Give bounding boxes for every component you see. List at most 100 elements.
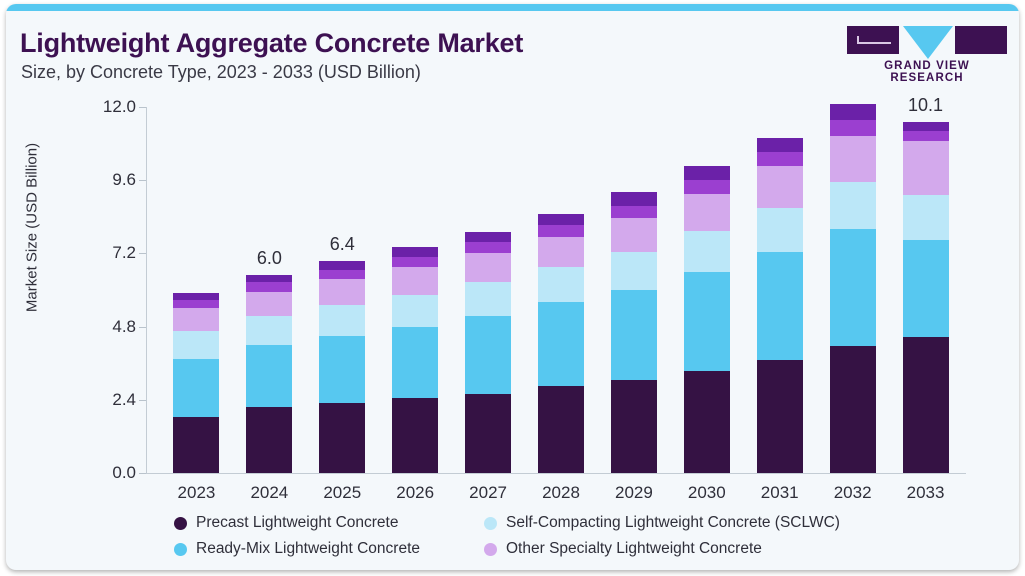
bar-segment[interactable]: [538, 213, 584, 226]
bar-stack[interactable]: [392, 247, 439, 473]
bar-segment[interactable]: [683, 193, 730, 231]
bar-stack[interactable]: [538, 213, 584, 473]
bar-segment[interactable]: [829, 181, 876, 229]
bar-segment[interactable]: [173, 293, 220, 300]
bar-segment[interactable]: [538, 225, 584, 237]
bar-segment[interactable]: [829, 103, 876, 121]
bar-segment[interactable]: [246, 274, 293, 283]
bar-segment[interactable]: [319, 305, 366, 336]
bar-segment[interactable]: [319, 402, 366, 473]
bar-segment[interactable]: [392, 294, 439, 327]
bar-segment[interactable]: [392, 256, 439, 268]
bar-segment[interactable]: [538, 386, 584, 473]
legend-label: Other Specialty Lightweight Concrete: [506, 540, 762, 557]
bar-segment[interactable]: [683, 230, 730, 272]
bar-segment[interactable]: [683, 166, 730, 181]
brand-logo: GRAND VIEW RESEARCH: [847, 26, 1007, 84]
bar-segment[interactable]: [610, 205, 657, 219]
bar-segment[interactable]: [173, 299, 220, 309]
y-axis-tick-mark: [139, 326, 146, 328]
bar-segment[interactable]: [756, 137, 803, 152]
bar-stack[interactable]: [829, 103, 876, 473]
bar-segment[interactable]: [829, 120, 876, 136]
bar-segment[interactable]: [319, 269, 366, 280]
legend-item[interactable]: Ready-Mix Lightweight Concrete: [174, 540, 420, 558]
bar-segment[interactable]: [465, 232, 512, 243]
bar-segment[interactable]: [246, 282, 293, 292]
bar-segment[interactable]: [902, 141, 949, 196]
bar-segment[interactable]: [465, 282, 512, 316]
legend-swatch-icon: [484, 516, 497, 530]
bar-segment[interactable]: [610, 251, 657, 290]
legend-swatch-icon: [484, 542, 497, 556]
y-axis-tick-mark: [139, 399, 146, 401]
bar-stack[interactable]: [902, 122, 949, 473]
y-axis-tick-label: 2.4: [112, 389, 136, 409]
bar-segment[interactable]: [538, 302, 584, 387]
y-axis-tick-label: 9.6: [112, 170, 136, 190]
y-axis-label: Market Size (USD Billion): [23, 142, 41, 313]
bar-segment[interactable]: [829, 346, 876, 473]
bar-segment[interactable]: [392, 267, 439, 295]
bar-segment[interactable]: [173, 308, 220, 332]
bar-segment[interactable]: [756, 151, 803, 167]
bar-segment[interactable]: [610, 192, 657, 206]
bar-segment[interactable]: [829, 135, 876, 182]
bar-segment[interactable]: [246, 407, 293, 473]
bar-segment[interactable]: [319, 279, 366, 306]
legend-swatch-icon: [174, 542, 187, 556]
legend-item[interactable]: Precast Lightweight Concrete: [174, 514, 398, 532]
bar-segment[interactable]: [465, 315, 512, 394]
legend-item[interactable]: Other Specialty Lightweight Concrete: [484, 540, 762, 558]
bar-stack[interactable]: [610, 192, 657, 473]
legend-label: Self-Compacting Lightweight Concrete (SC…: [506, 514, 840, 531]
bar-segment[interactable]: [465, 253, 512, 283]
legend-item[interactable]: Self-Compacting Lightweight Concrete (SC…: [484, 514, 840, 532]
bar-stack[interactable]: [683, 166, 730, 473]
bar-segment[interactable]: [538, 236, 584, 268]
bar-segment[interactable]: [902, 195, 949, 240]
bar-segment[interactable]: [246, 344, 293, 408]
bar-segment[interactable]: [902, 239, 949, 338]
bar-segment[interactable]: [683, 271, 730, 371]
bar-stack[interactable]: [319, 261, 366, 473]
bar-segment[interactable]: [610, 218, 657, 252]
bar-stack[interactable]: [246, 274, 293, 473]
bar-segment[interactable]: [392, 247, 439, 257]
bar-segment[interactable]: [610, 379, 657, 473]
bar-segment[interactable]: [173, 358, 220, 417]
bar-segment[interactable]: [829, 228, 876, 347]
bar-segment[interactable]: [319, 335, 366, 403]
bar-segment[interactable]: [756, 207, 803, 252]
bar-segment[interactable]: [610, 289, 657, 380]
bar-stack[interactable]: [756, 137, 803, 474]
bar-stack[interactable]: [465, 232, 512, 473]
x-axis-tick-label: 2031: [760, 483, 799, 502]
bar-segment[interactable]: [465, 393, 512, 473]
bar-segment[interactable]: [173, 416, 220, 473]
bar-segment[interactable]: [683, 180, 730, 194]
bar-segment[interactable]: [392, 326, 439, 399]
bar-value-label: 10.1: [908, 95, 944, 116]
y-axis-tick-mark: [139, 107, 146, 108]
bar-segment[interactable]: [756, 166, 803, 208]
x-axis-tick-label: 2029: [614, 483, 653, 502]
bar-segment[interactable]: [538, 267, 584, 303]
bar-value-label: 6.4: [329, 234, 355, 255]
chart-plot-area: Market Size (USD Billion) 0.0 2.4 4.8 7.2 9.…: [6, 4, 1019, 570]
bar-segment[interactable]: [246, 291, 293, 316]
bar-segment[interactable]: [465, 242, 512, 254]
bar-segment[interactable]: [392, 398, 439, 473]
bar-stack[interactable]: [173, 293, 220, 473]
y-axis-tick-mark: [139, 180, 146, 182]
x-axis-tick-label: 2023: [177, 483, 216, 502]
bar-segment[interactable]: [902, 337, 949, 473]
bar-segment[interactable]: [173, 331, 220, 359]
bar-segment[interactable]: [756, 251, 803, 361]
bar-segment[interactable]: [902, 122, 949, 132]
bar-segment[interactable]: [756, 360, 803, 473]
bar-segment[interactable]: [246, 315, 293, 345]
bar-segment[interactable]: [319, 261, 366, 270]
bar-segment[interactable]: [683, 370, 730, 473]
bar-segment[interactable]: [902, 131, 949, 142]
